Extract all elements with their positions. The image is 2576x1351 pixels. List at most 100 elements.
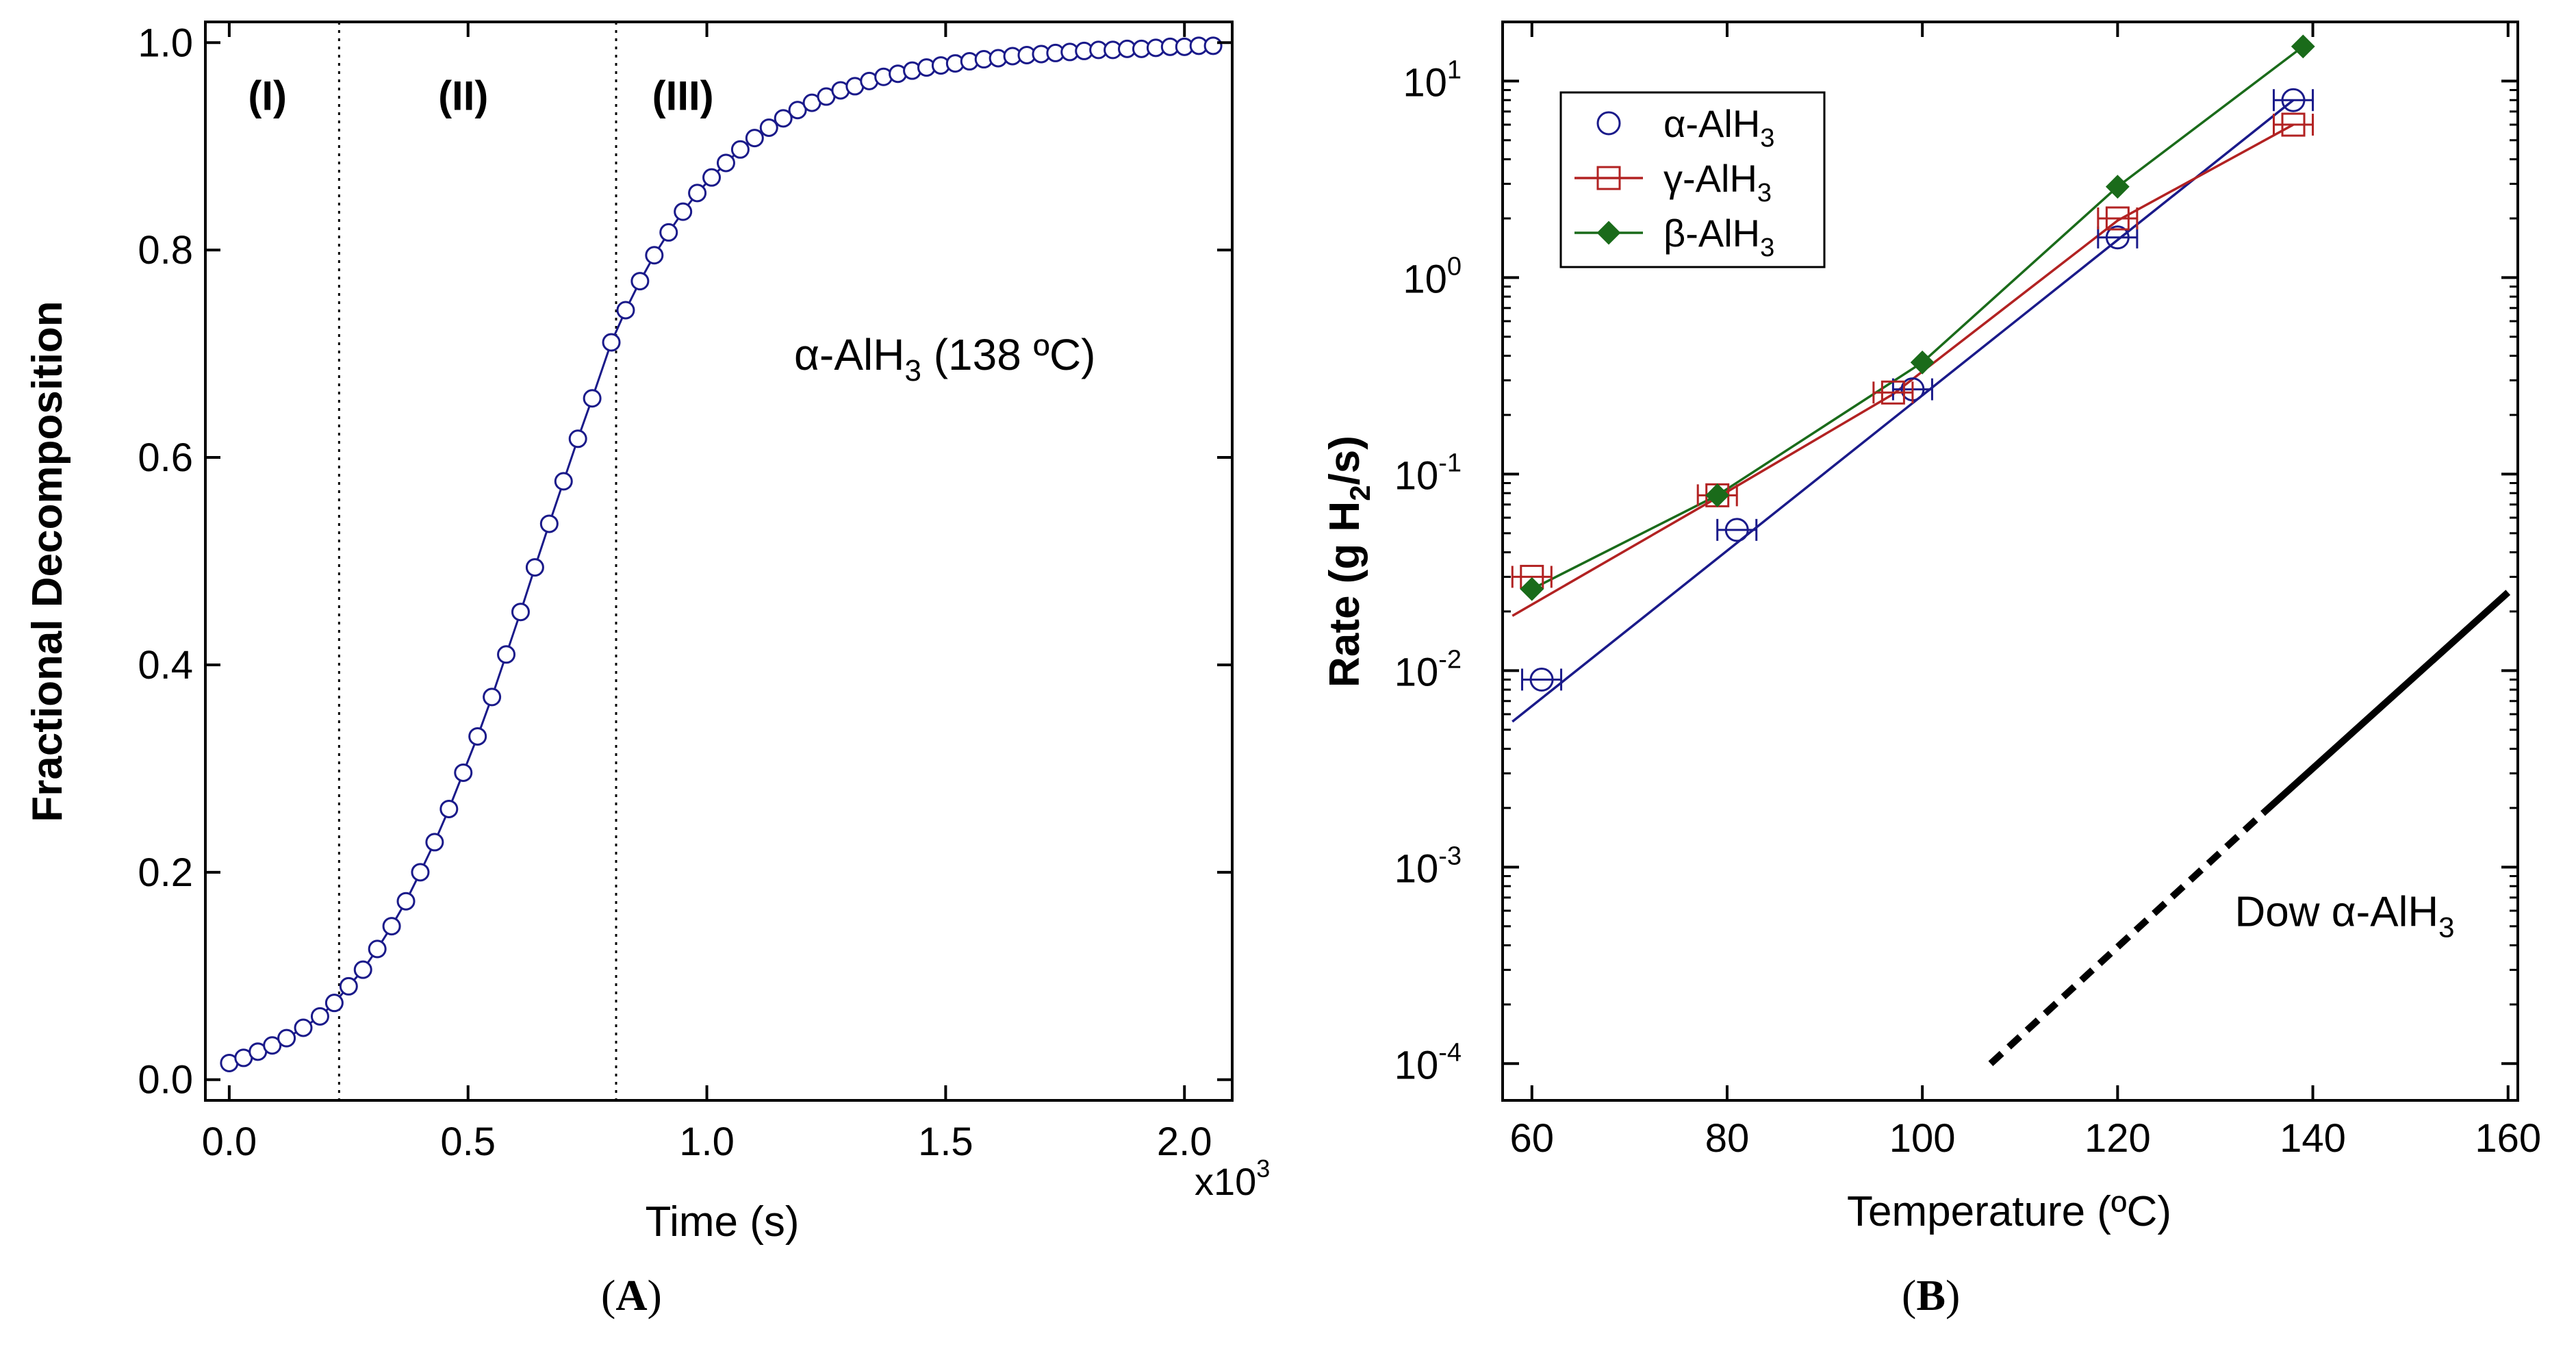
data-point xyxy=(688,184,707,203)
data-point xyxy=(616,301,635,320)
x-axis-ticks: 60 80 100 120 140 160 xyxy=(1510,22,2541,1161)
y-tick-label: 100 xyxy=(1403,252,1462,301)
data-point xyxy=(454,763,473,782)
plot-frame xyxy=(204,21,1234,1102)
annotation-alpha-alh3-138: α-AlH3 (138 ºC) xyxy=(794,330,1095,388)
data-point xyxy=(382,917,401,936)
data-point xyxy=(411,863,430,882)
region-label: (I) xyxy=(248,73,287,119)
x-tick-label: 80 xyxy=(1705,1116,1750,1161)
panel-label-a: (A) xyxy=(601,1271,662,1320)
x-scale-label: x103 xyxy=(1195,1154,1270,1203)
chart-panel-a: 0.0 0.5 1.0 1.5 2.0 0.00.20.40.60.81.0 (I) (I… xyxy=(24,21,1270,1246)
data-points xyxy=(1511,34,2315,692)
x-tick-label: 140 xyxy=(2280,1116,2346,1161)
region-label: (III) xyxy=(652,73,714,119)
data-point xyxy=(659,223,678,242)
series-line xyxy=(1512,99,2295,723)
data-point xyxy=(1724,518,1749,542)
data-point xyxy=(353,960,372,979)
data-point xyxy=(745,129,764,148)
y-axis-title: Fractional Decomposition xyxy=(24,301,71,822)
data-point xyxy=(539,514,559,533)
data-point xyxy=(702,168,722,187)
chart-panel-b: 60 80 100 120 140 160 10-410-310-210-1100101 … xyxy=(1321,21,2541,1235)
data-point xyxy=(2281,112,2306,137)
data-point xyxy=(2291,34,2315,59)
y-tick-label: 0.2 xyxy=(138,850,193,895)
legend-label: γ-AlH3 xyxy=(1663,157,1772,207)
data-point xyxy=(1520,577,1544,601)
region-label: (II) xyxy=(438,73,488,119)
region-labels: (I) (II) (III) xyxy=(248,73,713,119)
data-point xyxy=(439,799,459,818)
data-point xyxy=(277,1028,296,1048)
data-point xyxy=(2105,175,2130,199)
y-tick-label: 10-4 xyxy=(1394,1038,1462,1087)
legend-label: β-AlH3 xyxy=(1663,212,1774,262)
data-point xyxy=(339,976,358,996)
data-point xyxy=(497,645,516,664)
data-point xyxy=(2105,206,2130,231)
legend-marker xyxy=(1596,220,1621,245)
data-point xyxy=(602,333,621,352)
data-point xyxy=(759,118,778,137)
dow-series xyxy=(1988,590,2511,1066)
plot-frame xyxy=(1501,21,2519,1102)
x-tick-label: 100 xyxy=(1889,1116,1956,1161)
legend-label: α-AlH3 xyxy=(1663,102,1774,153)
x-tick-label: 120 xyxy=(2084,1116,2151,1161)
data-point xyxy=(583,389,602,408)
data-point xyxy=(554,472,573,491)
y-tick-label: 10-2 xyxy=(1394,645,1462,694)
data-point xyxy=(263,1036,282,1055)
data-point xyxy=(774,109,793,128)
data-point xyxy=(396,892,416,911)
x-tick-label: 2.0 xyxy=(1157,1120,1212,1164)
y-tick-label: 0.8 xyxy=(138,228,193,273)
dow-extrapolated-line xyxy=(1988,809,2267,1066)
data-point xyxy=(511,603,530,622)
y-tick-label: 10-3 xyxy=(1394,842,1462,891)
data-point xyxy=(630,272,650,291)
data-point xyxy=(294,1018,313,1037)
data-point xyxy=(2105,225,2130,250)
legend-marker xyxy=(1596,111,1621,136)
data-point xyxy=(483,687,502,707)
x-tick-label: 1.5 xyxy=(918,1120,973,1164)
annotation-dow-alpha-alh3: Dow α-AlH3 xyxy=(2234,889,2454,944)
x-tick-label: 1.0 xyxy=(679,1120,735,1164)
data-point xyxy=(468,727,487,746)
data-point xyxy=(730,140,750,159)
data-point xyxy=(716,153,735,173)
panel-label-b: (B) xyxy=(1902,1271,1961,1320)
y-axis-title: Rate (g H2/s) xyxy=(1321,435,1376,687)
data-point xyxy=(324,994,344,1013)
data-point xyxy=(1529,667,1554,692)
x-axis-ticks: 0.0 0.5 1.0 1.5 2.0 xyxy=(202,22,1212,1164)
data-point xyxy=(788,101,807,120)
y-axis-ticks: 10-4 10-3 10-2 10-1 100 101 xyxy=(1394,55,2518,1087)
data-point xyxy=(525,558,544,577)
data-point xyxy=(310,1007,329,1026)
y-tick-label: 0.0 xyxy=(138,1058,193,1102)
data-points xyxy=(220,36,1223,1072)
data-point xyxy=(368,939,387,959)
data-point xyxy=(1910,350,1935,375)
y-axis-ticks: 0.0 0.2 0.4 0.6 0.8 1.0 xyxy=(138,21,1232,1102)
y-tick-label: 0.4 xyxy=(138,643,193,687)
data-point xyxy=(1203,36,1223,55)
data-point xyxy=(425,833,444,852)
data-point xyxy=(645,246,664,265)
dow-measured-line xyxy=(2261,590,2511,816)
x-tick-label: 0.5 xyxy=(440,1120,496,1164)
legend-marker xyxy=(1596,166,1621,190)
y-tick-label: 101 xyxy=(1403,55,1462,105)
x-tick-label: 0.0 xyxy=(202,1120,257,1164)
data-point xyxy=(1705,483,1730,507)
data-point xyxy=(568,429,587,449)
data-point xyxy=(1880,380,1905,405)
data-point xyxy=(2281,88,2306,112)
